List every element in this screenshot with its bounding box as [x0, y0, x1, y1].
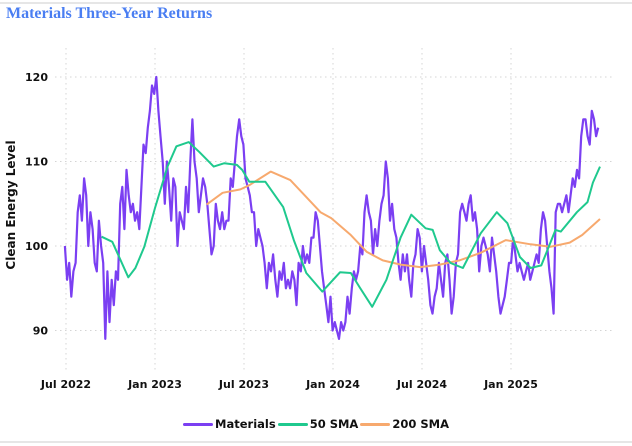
legend-label: 50 SMA — [309, 417, 359, 431]
legend-swatch — [183, 422, 214, 426]
y-axis-label: Clean Energy Level — [4, 140, 18, 269]
x-tick-label: Jul 2023 — [218, 378, 269, 391]
x-tick-label: Jul 2024 — [396, 378, 447, 391]
legend-swatch — [277, 422, 308, 426]
legend: Materials 50 SMA 200 SMA — [0, 417, 632, 431]
y-tick-label: 100 — [25, 240, 48, 253]
frame-bottom-border — [0, 441, 632, 443]
legend-item[interactable]: 50 SMA — [277, 417, 359, 431]
x-tick-label: Jan 2024 — [305, 378, 360, 391]
chart-title: Materials Three-Year Returns — [6, 5, 213, 22]
legend-item[interactable]: 200 SMA — [360, 417, 449, 431]
legend-swatch — [360, 422, 391, 426]
series-line-materials — [63, 75, 600, 340]
x-tick-label: Jan 2023 — [127, 378, 182, 391]
legend-item[interactable]: Materials — [183, 417, 276, 431]
grid — [55, 48, 615, 372]
series-line-50-sma — [101, 141, 601, 308]
legend-label: Materials — [215, 417, 276, 431]
series-lines — [63, 75, 601, 340]
series-line-200-sma — [206, 170, 601, 269]
y-axis-ticks: 90 100 110 120 — [25, 71, 48, 338]
legend-label: 200 SMA — [392, 417, 449, 431]
y-tick-label: 90 — [33, 325, 49, 338]
x-axis-ticks: Jul 2022 Jan 2023 Jul 2023 Jan 2024 Jul 2024… — [40, 378, 538, 391]
y-tick-label: 110 — [25, 156, 48, 169]
frame-top-border — [0, 2, 632, 4]
x-tick-label: Jan 2025 — [483, 378, 538, 391]
x-tick-label: Jul 2022 — [40, 378, 91, 391]
y-tick-label: 120 — [25, 71, 48, 84]
